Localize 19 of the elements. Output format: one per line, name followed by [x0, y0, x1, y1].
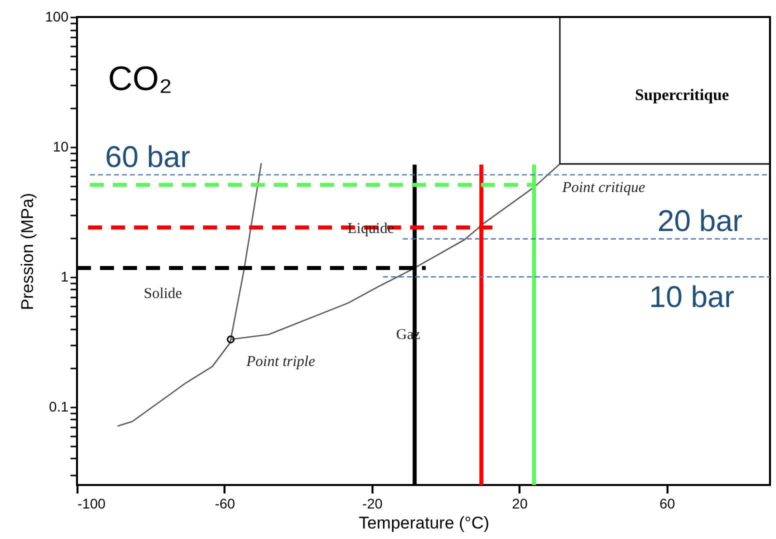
annotation: 60 bar [105, 140, 190, 174]
y-axis-title: Pression (MPa) [18, 192, 38, 310]
annotation: Solide [144, 286, 182, 302]
annotation: Point critique [561, 180, 646, 196]
y-tick-label: 100 [45, 8, 69, 24]
x-tick-label: -100 [78, 496, 106, 512]
x-tick-label: 60 [660, 496, 676, 512]
x-tick-label: -60 [214, 496, 236, 512]
x-axis-title: Temperature (°C) [358, 514, 490, 532]
annotation: Supercritique [635, 87, 729, 104]
y-tick-label: 1 [60, 268, 69, 284]
annotation: 20 bar [657, 204, 743, 238]
y-tick-label: 10 [52, 138, 69, 154]
annotation: CO₂ [108, 60, 172, 98]
annotation: 10 bar [649, 280, 734, 314]
x-tick-label: 20 [512, 496, 528, 512]
annotation: Point triple [245, 354, 316, 370]
y-tick-label: 0.1 [49, 398, 69, 414]
x-tick-label: -20 [362, 496, 383, 512]
